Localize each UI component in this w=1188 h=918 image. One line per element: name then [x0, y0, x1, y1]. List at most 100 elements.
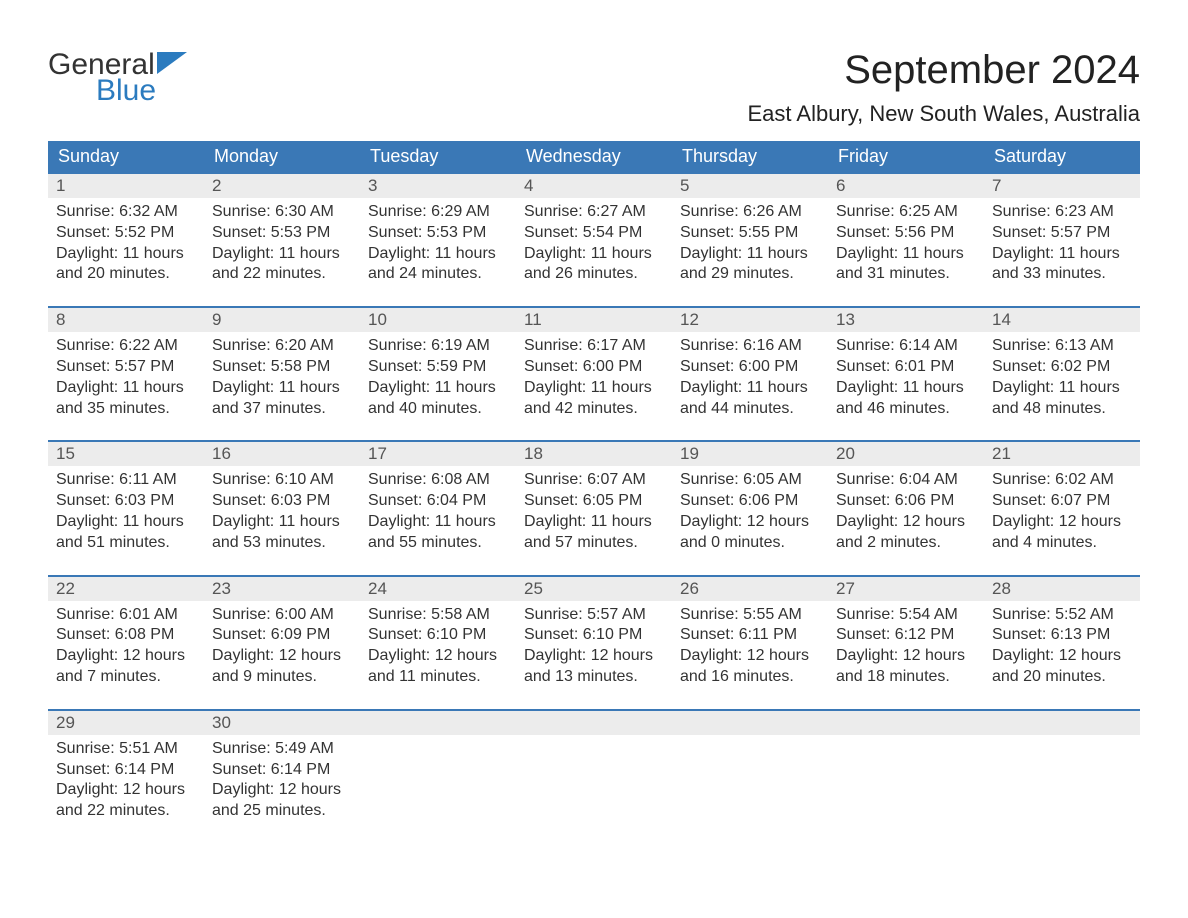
day-data-cell: Sunrise: 6:27 AMSunset: 5:54 PMDaylight:… [516, 198, 672, 291]
sunrise-text: Sunrise: 6:00 AM [212, 605, 352, 626]
col-saturday: Saturday [984, 141, 1140, 173]
day-number-cell: 13 [828, 307, 984, 332]
daylight-text: Daylight: 11 hours and 24 minutes. [368, 244, 508, 286]
sunset-text: Sunset: 6:12 PM [836, 625, 976, 646]
sunrise-text: Sunrise: 6:16 AM [680, 336, 820, 357]
sunset-text: Sunset: 6:07 PM [992, 491, 1132, 512]
sunset-text: Sunset: 5:53 PM [368, 223, 508, 244]
sunrise-text: Sunrise: 6:26 AM [680, 202, 820, 223]
day-number-cell: 9 [204, 307, 360, 332]
day-data-cell: Sunrise: 6:17 AMSunset: 6:00 PMDaylight:… [516, 332, 672, 425]
day-data-cell: Sunrise: 5:52 AMSunset: 6:13 PMDaylight:… [984, 601, 1140, 694]
day-number-cell: 15 [48, 441, 204, 466]
sunset-text: Sunset: 6:06 PM [836, 491, 976, 512]
day-number-cell: 1 [48, 173, 204, 198]
sunrise-text: Sunrise: 6:30 AM [212, 202, 352, 223]
daylight-text: Daylight: 11 hours and 53 minutes. [212, 512, 352, 554]
daylight-text: Daylight: 11 hours and 48 minutes. [992, 378, 1132, 420]
day-number-cell [360, 710, 516, 735]
day-number-cell: 21 [984, 441, 1140, 466]
sunset-text: Sunset: 6:02 PM [992, 357, 1132, 378]
data-row: Sunrise: 6:32 AMSunset: 5:52 PMDaylight:… [48, 198, 1140, 291]
sunrise-text: Sunrise: 6:08 AM [368, 470, 508, 491]
sunset-text: Sunset: 5:56 PM [836, 223, 976, 244]
daynum-row: 15161718192021 [48, 441, 1140, 466]
day-data-cell: Sunrise: 5:51 AMSunset: 6:14 PMDaylight:… [48, 735, 204, 828]
sunrise-text: Sunrise: 6:13 AM [992, 336, 1132, 357]
day-data-cell: Sunrise: 5:49 AMSunset: 6:14 PMDaylight:… [204, 735, 360, 828]
daylight-text: Daylight: 11 hours and 33 minutes. [992, 244, 1132, 286]
sunset-text: Sunset: 5:57 PM [992, 223, 1132, 244]
col-wednesday: Wednesday [516, 141, 672, 173]
daylight-text: Daylight: 11 hours and 57 minutes. [524, 512, 664, 554]
sunrise-text: Sunrise: 5:51 AM [56, 739, 196, 760]
sunset-text: Sunset: 6:04 PM [368, 491, 508, 512]
sunset-text: Sunset: 6:06 PM [680, 491, 820, 512]
day-data-cell: Sunrise: 6:22 AMSunset: 5:57 PMDaylight:… [48, 332, 204, 425]
sunrise-text: Sunrise: 6:11 AM [56, 470, 196, 491]
sunset-text: Sunset: 6:08 PM [56, 625, 196, 646]
day-number-cell: 4 [516, 173, 672, 198]
sunrise-text: Sunrise: 6:29 AM [368, 202, 508, 223]
day-data-cell: Sunrise: 6:29 AMSunset: 5:53 PMDaylight:… [360, 198, 516, 291]
day-number-cell [984, 710, 1140, 735]
sunrise-text: Sunrise: 6:32 AM [56, 202, 196, 223]
daylight-text: Daylight: 11 hours and 31 minutes. [836, 244, 976, 286]
col-friday: Friday [828, 141, 984, 173]
day-data-cell: Sunrise: 6:04 AMSunset: 6:06 PMDaylight:… [828, 466, 984, 559]
sunset-text: Sunset: 6:03 PM [56, 491, 196, 512]
daylight-text: Daylight: 11 hours and 46 minutes. [836, 378, 976, 420]
sunrise-text: Sunrise: 5:52 AM [992, 605, 1132, 626]
sunset-text: Sunset: 5:58 PM [212, 357, 352, 378]
sunrise-text: Sunrise: 6:22 AM [56, 336, 196, 357]
week-separator [48, 291, 1140, 307]
sunrise-text: Sunrise: 6:10 AM [212, 470, 352, 491]
sunrise-text: Sunrise: 6:25 AM [836, 202, 976, 223]
day-data-cell: Sunrise: 6:10 AMSunset: 6:03 PMDaylight:… [204, 466, 360, 559]
sunrise-text: Sunrise: 6:05 AM [680, 470, 820, 491]
data-row: Sunrise: 6:22 AMSunset: 5:57 PMDaylight:… [48, 332, 1140, 425]
daylight-text: Daylight: 12 hours and 16 minutes. [680, 646, 820, 688]
title-block: September 2024 East Albury, New South Wa… [747, 30, 1140, 141]
day-data-cell: Sunrise: 5:54 AMSunset: 6:12 PMDaylight:… [828, 601, 984, 694]
day-number-cell: 19 [672, 441, 828, 466]
sunset-text: Sunset: 6:14 PM [212, 760, 352, 781]
day-data-cell: Sunrise: 6:08 AMSunset: 6:04 PMDaylight:… [360, 466, 516, 559]
sunrise-text: Sunrise: 5:49 AM [212, 739, 352, 760]
location: East Albury, New South Wales, Australia [747, 101, 1140, 127]
daynum-row: 891011121314 [48, 307, 1140, 332]
sunset-text: Sunset: 5:53 PM [212, 223, 352, 244]
daylight-text: Daylight: 11 hours and 22 minutes. [212, 244, 352, 286]
day-number-cell: 24 [360, 576, 516, 601]
sunrise-text: Sunrise: 6:07 AM [524, 470, 664, 491]
day-number-cell: 2 [204, 173, 360, 198]
daylight-text: Daylight: 12 hours and 22 minutes. [56, 780, 196, 822]
day-number-cell [672, 710, 828, 735]
data-row: Sunrise: 6:11 AMSunset: 6:03 PMDaylight:… [48, 466, 1140, 559]
daynum-row: 1234567 [48, 173, 1140, 198]
day-data-cell: Sunrise: 6:23 AMSunset: 5:57 PMDaylight:… [984, 198, 1140, 291]
day-number-cell: 29 [48, 710, 204, 735]
day-number-cell: 8 [48, 307, 204, 332]
day-number-cell: 7 [984, 173, 1140, 198]
week-separator [48, 694, 1140, 710]
day-data-cell: Sunrise: 5:55 AMSunset: 6:11 PMDaylight:… [672, 601, 828, 694]
day-number-cell: 25 [516, 576, 672, 601]
day-number-cell: 30 [204, 710, 360, 735]
day-data-cell [360, 735, 516, 828]
day-data-cell [672, 735, 828, 828]
sunrise-text: Sunrise: 6:02 AM [992, 470, 1132, 491]
sunrise-text: Sunrise: 5:55 AM [680, 605, 820, 626]
week-separator [48, 425, 1140, 441]
daylight-text: Daylight: 11 hours and 51 minutes. [56, 512, 196, 554]
day-data-cell: Sunrise: 6:13 AMSunset: 6:02 PMDaylight:… [984, 332, 1140, 425]
sunset-text: Sunset: 6:10 PM [524, 625, 664, 646]
sunrise-text: Sunrise: 6:14 AM [836, 336, 976, 357]
daylight-text: Daylight: 11 hours and 42 minutes. [524, 378, 664, 420]
day-number-cell: 6 [828, 173, 984, 198]
day-data-cell [516, 735, 672, 828]
sunrise-text: Sunrise: 6:04 AM [836, 470, 976, 491]
sunrise-text: Sunrise: 5:54 AM [836, 605, 976, 626]
day-data-cell: Sunrise: 6:19 AMSunset: 5:59 PMDaylight:… [360, 332, 516, 425]
daynum-row: 2930 [48, 710, 1140, 735]
